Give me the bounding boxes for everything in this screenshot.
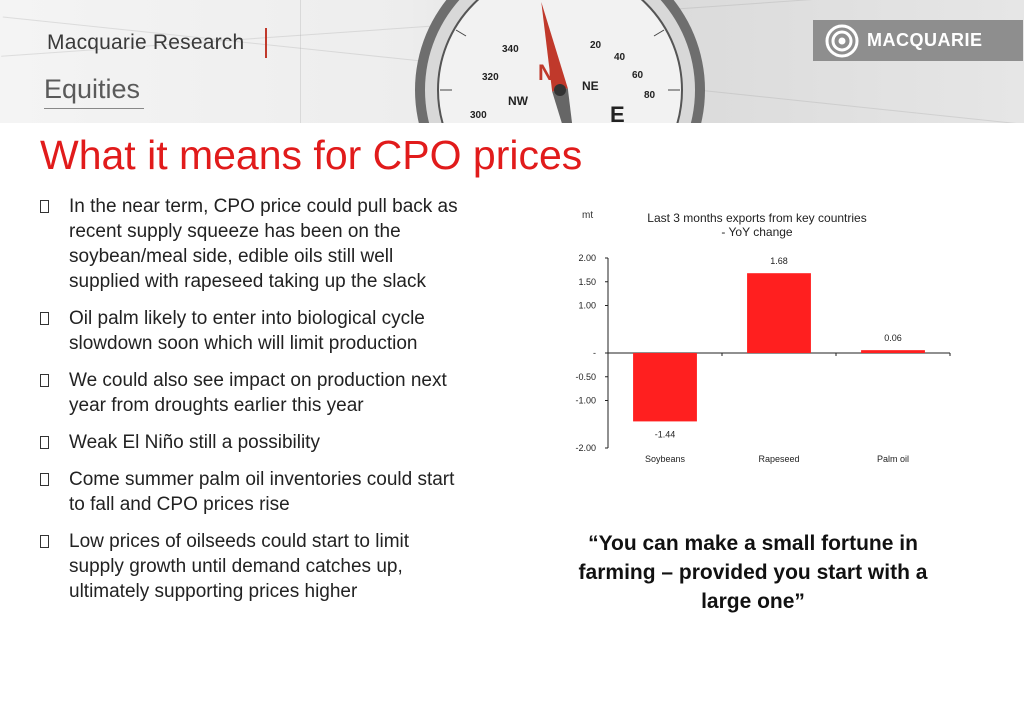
- macquarie-logo-icon: [825, 24, 859, 57]
- chart-y-unit-label: mt: [582, 210, 593, 221]
- bullet-text: Weak El Niño still a possibility: [69, 432, 320, 453]
- chart-data-label: 0.06: [884, 333, 902, 343]
- compass-label-40: 40: [614, 52, 626, 63]
- compass-needle-south: [552, 88, 579, 123]
- chart-y-tick-label: -1.00: [575, 396, 596, 406]
- bullet-text: Come summer palm oil inventories could s…: [69, 469, 455, 515]
- chart-category-label: Soybeans: [645, 454, 686, 464]
- macquarie-logo-text: MACQUARIE: [867, 30, 983, 50]
- compass-needle-north: [541, 1, 568, 92]
- compass-label-320: 320: [482, 72, 499, 83]
- compass-image: N NE NW E 300 320 340 20 40 60 80: [415, 0, 705, 123]
- chart-category-label: Palm oil: [877, 454, 909, 464]
- chart-y-tick-label: -0.50: [575, 372, 596, 382]
- chart-title: Last 3 months exports from key countries: [647, 211, 866, 225]
- bullet-marker-icon: [40, 473, 49, 486]
- chart-labels: -1.44 Soybeans 1.68 Rapeseed 0.06 Palm oil: [645, 256, 909, 464]
- bullet-list: In the near term, CPO price could pull b…: [40, 194, 460, 616]
- chart-bar-palm-oil: [861, 350, 925, 353]
- bullet-text: Low prices of oilseeds could start to li…: [69, 531, 410, 602]
- compass-label-80: 80: [644, 90, 656, 101]
- bullet-text: Oil palm likely to enter into biological…: [69, 308, 425, 354]
- compass-label-60: 60: [632, 70, 644, 81]
- compass-labels: N NE NW E 300 320 340 20 40 60 80: [470, 40, 656, 123]
- compass-label-20: 20: [590, 40, 602, 51]
- chart-data-label: 1.68: [770, 256, 788, 266]
- bullet-text: In the near term, CPO price could pull b…: [69, 196, 458, 292]
- chart-y-tick-label: 1.50: [578, 277, 596, 287]
- compass-face: [437, 0, 683, 123]
- chart-y-tick-label: -2.00: [575, 443, 596, 453]
- bullet-item: We could also see impact on production n…: [40, 368, 460, 418]
- compass-label-nw: NW: [508, 94, 529, 108]
- map-line: [300, 0, 301, 123]
- chart-data-label: -1.44: [655, 429, 676, 439]
- compass-label-300: 300: [470, 110, 487, 121]
- chart-bar-rapeseed: [747, 273, 811, 353]
- bullet-marker-icon: [40, 312, 49, 325]
- chart-y-tick-label: 2.00: [578, 253, 596, 263]
- chart-bar-soybeans: [633, 353, 697, 422]
- compass-pivot: [554, 84, 566, 96]
- bullet-item: Weak El Niño still a possibility: [40, 430, 460, 455]
- header-banner: Macquarie Research Equities N NE NW E 30…: [0, 0, 1024, 123]
- bullet-marker-icon: [40, 200, 49, 213]
- compass-label-ne: NE: [582, 79, 599, 93]
- brand-divider: [265, 28, 267, 58]
- bullet-marker-icon: [40, 436, 49, 449]
- bullet-marker-icon: [40, 374, 49, 387]
- chart-category-label: Rapeseed: [758, 454, 799, 464]
- compass-label-340: 340: [502, 44, 519, 55]
- farming-quote: “You can make a small fortune in farming…: [578, 532, 928, 613]
- macquarie-logo: MACQUARIE: [813, 20, 1023, 61]
- compass-label-e: E: [610, 102, 625, 123]
- bullet-item: Oil palm likely to enter into biological…: [40, 306, 460, 356]
- chart-bars: [633, 273, 925, 422]
- bullet-marker-icon: [40, 535, 49, 548]
- bullet-item: Low prices of oilseeds could start to li…: [40, 529, 460, 604]
- brand-subtitle-underline: [44, 108, 144, 109]
- brand-title: Macquarie Research: [47, 31, 245, 54]
- page-title: What it means for CPO prices: [40, 132, 583, 178]
- brand-subtitle: Equities: [44, 74, 141, 104]
- chart-y-tick-label: -: [593, 348, 596, 358]
- compass-ticks: [440, 29, 680, 91]
- exports-bar-chart: mt Last 3 months exports from key countr…: [575, 210, 951, 464]
- chart-y-tick-label: 1.00: [578, 301, 596, 311]
- bullet-item: Come summer palm oil inventories could s…: [40, 467, 460, 517]
- bullet-text: We could also see impact on production n…: [69, 370, 447, 416]
- chart-subtitle: - YoY change: [721, 225, 793, 239]
- bullet-item: In the near term, CPO price could pull b…: [40, 194, 460, 294]
